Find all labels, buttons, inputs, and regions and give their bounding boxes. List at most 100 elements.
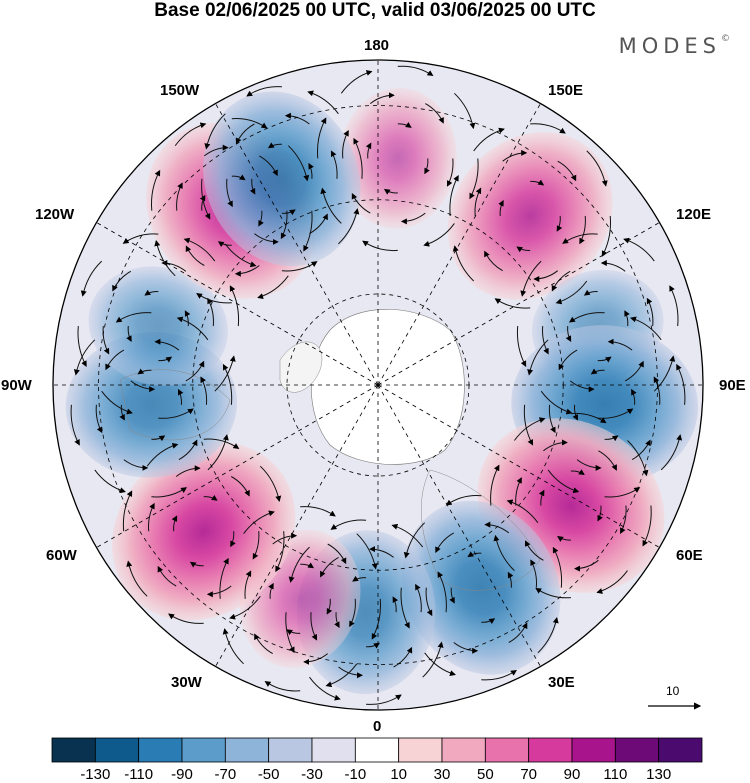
streamline: [542, 326, 549, 355]
streamline: [435, 532, 455, 553]
lon-label-30w: 30W: [171, 674, 202, 691]
colorbar-tick-label: -10: [344, 766, 367, 783]
streamline: [601, 215, 611, 257]
streamline: [493, 534, 515, 571]
streamline: [506, 499, 539, 523]
meridian-line: [377, 384, 541, 667]
streamline: [502, 149, 528, 162]
streamline: [217, 241, 232, 248]
streamline: [469, 158, 479, 200]
streamline: [151, 487, 188, 498]
colorbar-tick-label: 30: [433, 766, 451, 783]
streamline: [224, 243, 257, 268]
streamline: [349, 598, 356, 628]
streamline: [171, 515, 178, 532]
colorbar-tick-label: -130: [80, 766, 111, 783]
streamline: [175, 465, 201, 477]
streamline: [185, 360, 205, 382]
streamline: [257, 275, 289, 300]
streamline: [196, 293, 232, 304]
streamline: [112, 270, 132, 292]
map-boundary: [52, 59, 704, 711]
colorbar-tick-label: 90: [563, 766, 581, 783]
streamline: [520, 260, 542, 297]
negative-anomaly-10: [88, 266, 228, 386]
lon-label-120w: 120W: [35, 206, 75, 223]
colorbar-swatch: [94, 737, 140, 763]
streamline: [231, 174, 246, 181]
streamline: [207, 434, 229, 471]
lon-label-150w: 150W: [160, 82, 200, 99]
streamline: [400, 587, 410, 629]
streamline: [552, 546, 563, 588]
streamline: [543, 439, 568, 452]
lon-label-30e: 30E: [548, 674, 575, 691]
streamline: [516, 246, 531, 253]
colorbar-swatch: [354, 737, 400, 763]
colorbar-swatch: [528, 737, 573, 763]
polar-landmass: [119, 309, 541, 591]
colorbar-swatch: [484, 737, 530, 763]
streamline: [425, 587, 433, 617]
colorbar-tick-label: 130: [646, 766, 672, 783]
streamline: [268, 582, 274, 599]
streamline: [356, 533, 378, 570]
streamline: [267, 142, 282, 149]
streamline: [556, 215, 563, 232]
streamline: [422, 641, 444, 678]
streamline: [102, 326, 110, 355]
meridian-line: [377, 384, 660, 548]
graticule: [53, 60, 703, 710]
streamline: [320, 556, 339, 578]
streamline: [540, 390, 573, 415]
colorbar-swatch: [398, 737, 443, 763]
streamline: [158, 408, 194, 419]
streamline: [596, 570, 628, 594]
streamline: [523, 404, 534, 446]
streamline: [397, 65, 434, 77]
streamline: [307, 90, 339, 115]
streamline: [548, 404, 556, 434]
streamline: [449, 175, 459, 216]
streamline: [423, 223, 455, 247]
streamline: [226, 178, 233, 208]
streamline: [574, 559, 599, 572]
streamline: [620, 505, 627, 534]
streamline: [454, 92, 476, 130]
colorbar-swatch: [268, 737, 313, 763]
streamline: [338, 208, 360, 245]
streamline: [123, 459, 149, 471]
streamline: [206, 585, 232, 598]
colorbar-swatch: [571, 737, 616, 763]
streamline: [300, 506, 336, 517]
streamline: [126, 560, 148, 597]
colorbar-swatch: [658, 737, 703, 763]
streamline: [400, 212, 426, 225]
streamline: [547, 469, 580, 494]
streamline: [73, 339, 96, 376]
streamline: [174, 122, 207, 146]
streamline: [184, 310, 191, 327]
streamline: [230, 531, 236, 548]
streamline: [200, 376, 208, 405]
streamline: [653, 355, 676, 392]
streamline: [259, 155, 278, 177]
streamline: [484, 250, 503, 272]
streamline: [340, 70, 373, 94]
streamline: [369, 92, 395, 104]
brand-mark: ©: [721, 34, 730, 44]
streamline: [146, 442, 179, 467]
meridian-line: [377, 222, 660, 386]
lon-label-90w: 90W: [1, 377, 32, 394]
streamline: [415, 583, 422, 613]
streamline: [507, 571, 514, 588]
streamline: [126, 326, 132, 342]
streamline: [570, 469, 585, 476]
streamline: [365, 142, 372, 159]
colorbar-tick-label: 50: [476, 766, 494, 783]
colorbar-tick-label: -50: [257, 766, 280, 783]
streamline: [424, 158, 430, 175]
streamline: [151, 435, 166, 442]
streamline: [490, 464, 500, 506]
streamline: [590, 368, 605, 375]
